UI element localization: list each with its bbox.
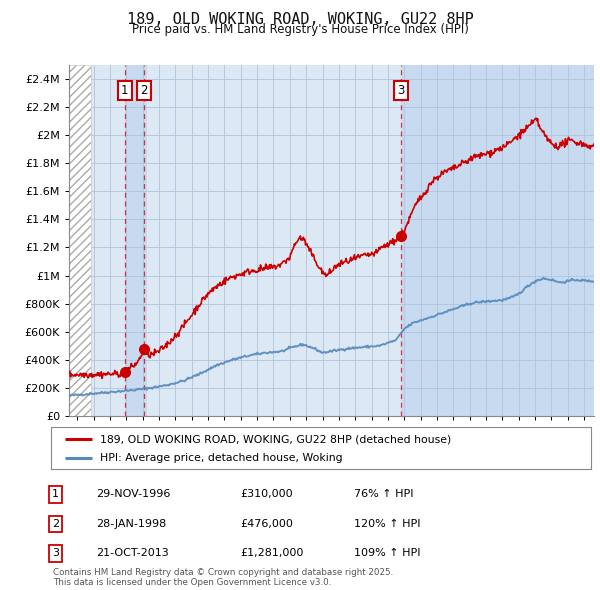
Text: 1: 1 (121, 84, 128, 97)
Text: Price paid vs. HM Land Registry's House Price Index (HPI): Price paid vs. HM Land Registry's House … (131, 23, 469, 36)
Text: 3: 3 (52, 549, 59, 558)
Bar (401, 65, 594, 416)
Bar (125, 65, 146, 416)
Text: 1: 1 (52, 490, 59, 499)
Text: 2: 2 (140, 84, 148, 97)
Text: 3: 3 (397, 84, 404, 97)
Text: 189, OLD WOKING ROAD, WOKING, GU22 8HP: 189, OLD WOKING ROAD, WOKING, GU22 8HP (127, 12, 473, 27)
Text: 2: 2 (52, 519, 59, 529)
Bar (69, 65, 91, 416)
Text: £1,281,000: £1,281,000 (240, 549, 304, 558)
Text: £476,000: £476,000 (240, 519, 293, 529)
Text: £310,000: £310,000 (240, 490, 293, 499)
Text: 76% ↑ HPI: 76% ↑ HPI (354, 490, 413, 499)
Text: 109% ↑ HPI: 109% ↑ HPI (354, 549, 421, 558)
Text: HPI: Average price, detached house, Woking: HPI: Average price, detached house, Woki… (100, 454, 342, 463)
Text: 189, OLD WOKING ROAD, WOKING, GU22 8HP (detached house): 189, OLD WOKING ROAD, WOKING, GU22 8HP (… (100, 434, 451, 444)
Text: 29-NOV-1996: 29-NOV-1996 (96, 490, 170, 499)
Text: 28-JAN-1998: 28-JAN-1998 (96, 519, 166, 529)
Bar (69, 65, 91, 416)
Text: 120% ↑ HPI: 120% ↑ HPI (354, 519, 421, 529)
Text: Contains HM Land Registry data © Crown copyright and database right 2025.
This d: Contains HM Land Registry data © Crown c… (53, 568, 393, 587)
Text: 21-OCT-2013: 21-OCT-2013 (96, 549, 169, 558)
